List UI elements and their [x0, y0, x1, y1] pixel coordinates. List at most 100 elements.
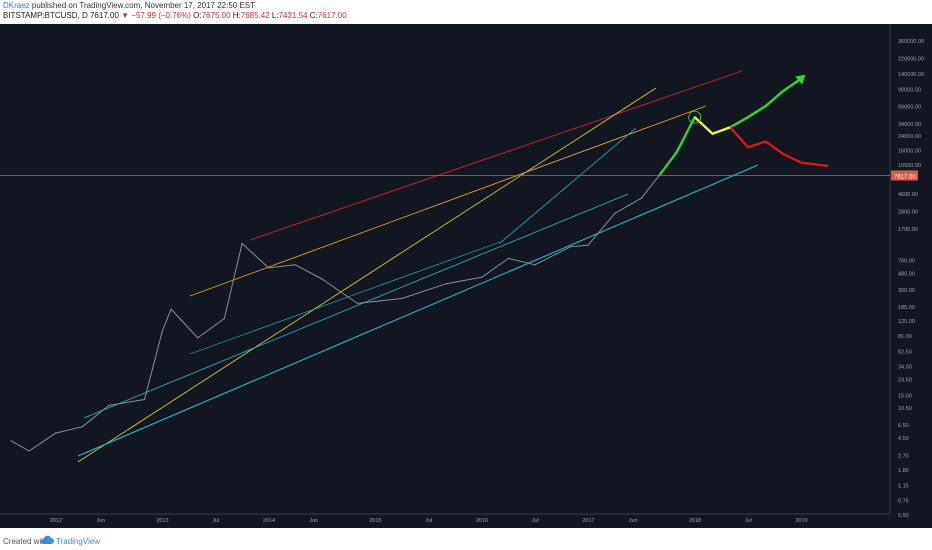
y-tick-label: 16000.00	[898, 148, 921, 154]
price-change: −57.99 (−0.76%)	[131, 11, 191, 20]
high-label: H:	[232, 11, 241, 20]
y-tick-label: 4.50	[898, 436, 909, 442]
data-point	[765, 105, 767, 107]
y-tick-label: 360000.00	[898, 39, 924, 45]
x-tick-label: Jul	[532, 518, 539, 524]
x-tick-label: 2019	[795, 518, 807, 524]
data-point	[197, 337, 199, 339]
data-point	[81, 426, 83, 428]
yellow-trend-line	[77, 87, 657, 463]
y-tick-label: 6.50	[898, 423, 909, 429]
data-point	[569, 246, 572, 248]
current-price-label: 7617.00	[894, 174, 916, 180]
created-with-text: Created with	[3, 537, 48, 546]
data-point	[765, 140, 767, 143]
x-tick-label: 2013	[156, 518, 168, 524]
orange-channel-line	[189, 105, 707, 297]
y-tick-label: 1.80	[898, 468, 909, 474]
y-tick-label: 10.50	[898, 406, 912, 412]
data-point	[747, 116, 749, 118]
y-tick-label: 220000.00	[898, 56, 924, 62]
publish-info: DKraez published on TradingView.com, Nov…	[3, 1, 255, 10]
x-tick-label: Jul	[425, 518, 432, 524]
y-tick-label: 52.50	[898, 349, 912, 355]
data-point	[782, 90, 785, 92]
x-tick-label: 2016	[476, 518, 488, 524]
ohlc-line: BITSTAMP:BTCUSD, D 7617.00 ▼ −57.99 (−0.…	[3, 11, 347, 20]
y-tick-label: 125.00	[898, 319, 915, 325]
low-label: L:	[271, 11, 279, 20]
data-point	[356, 302, 359, 304]
y-tick-label: 81.00	[898, 334, 912, 340]
y-tick-label: 90000.00	[898, 88, 921, 94]
open-value: 7675.00	[201, 11, 231, 20]
data-point	[161, 330, 163, 333]
open-label: O:	[193, 11, 202, 20]
y-tick-label: 0.50	[898, 513, 909, 519]
x-tick-label: Jul	[745, 518, 752, 524]
y-tick-label: 2.70	[898, 454, 909, 460]
y-tick-label: 1700.00	[898, 227, 918, 233]
data-point	[223, 318, 225, 320]
data-point	[268, 267, 270, 269]
x-tick-label: Jun	[96, 518, 105, 524]
tradingview-cloud-icon	[40, 535, 54, 544]
teal-channel-upper-line	[83, 193, 629, 419]
y-tick-label: 4600.00	[898, 192, 918, 198]
data-point	[800, 162, 802, 164]
bullish-arrow-head	[795, 74, 806, 85]
chart-header: DKraez published on TradingView.com, Nov…	[0, 0, 932, 24]
y-tick-label: 34000.00	[898, 122, 921, 128]
data-point	[747, 146, 749, 148]
x-tick-label: Jun	[629, 518, 638, 524]
data-point	[28, 450, 30, 452]
teal-steep-line	[499, 127, 637, 244]
teal-support-line	[77, 164, 759, 457]
chart-plot-area[interactable]: 360000.00 220000.00 140000.00 90000.00 56000…	[0, 24, 932, 528]
teal-inner-line	[189, 241, 501, 355]
chart-canvas[interactable]: 360000.00 220000.00 140000.00 90000.00 56000…	[0, 24, 932, 528]
peak-circle-marker	[688, 110, 702, 124]
data-point	[481, 276, 483, 278]
data-point	[170, 308, 172, 310]
last-price: 7617.00	[89, 11, 119, 20]
data-point	[10, 440, 12, 442]
high-value: 7685.42	[240, 11, 270, 20]
data-point	[587, 244, 589, 246]
tradingview-brand[interactable]: TradingView	[56, 537, 101, 546]
data-point	[401, 297, 403, 300]
y-tick-label: 0.75	[898, 499, 909, 505]
author-link[interactable]: DKraez	[3, 1, 30, 10]
y-tick-label: 56000.00	[898, 104, 921, 110]
data-point	[640, 197, 643, 199]
x-tick-label: 2017	[582, 518, 594, 524]
x-tick-label: 2014	[263, 518, 275, 524]
data-point	[676, 151, 678, 153]
footer: Created with TradingView	[0, 532, 932, 550]
data-point	[782, 153, 785, 155]
y-tick-label: 2800.00	[898, 210, 918, 216]
y-tick-label: 23.50	[898, 378, 912, 384]
data-point	[507, 257, 509, 259]
y-tick-label: 1.15	[898, 484, 909, 490]
x-tick-label: 2015	[369, 518, 381, 524]
down-arrow-icon: ▼	[121, 11, 130, 20]
published-text: published on TradingView.com, November 1…	[31, 1, 256, 10]
data-point	[321, 278, 323, 280]
data-point	[294, 264, 296, 266]
y-tick-label: 10500.00	[898, 163, 921, 169]
y-tick-label: 140000.00	[898, 72, 924, 78]
y-tick-label: 700.00	[898, 258, 915, 264]
forecast-bearish-path	[729, 126, 829, 167]
y-tick-label: 15.00	[898, 393, 912, 399]
forecast-consolidation-path	[693, 116, 731, 135]
y-tick-label: 34.00	[898, 365, 912, 371]
x-tick-label: Jul	[212, 518, 219, 524]
y-tick-label: 24000.00	[898, 134, 921, 140]
x-tick-label: 2018	[689, 518, 701, 524]
price-axis	[890, 24, 932, 528]
data-point	[614, 212, 616, 214]
y-tick-label: 300.00	[898, 288, 915, 294]
data-point	[143, 398, 146, 401]
